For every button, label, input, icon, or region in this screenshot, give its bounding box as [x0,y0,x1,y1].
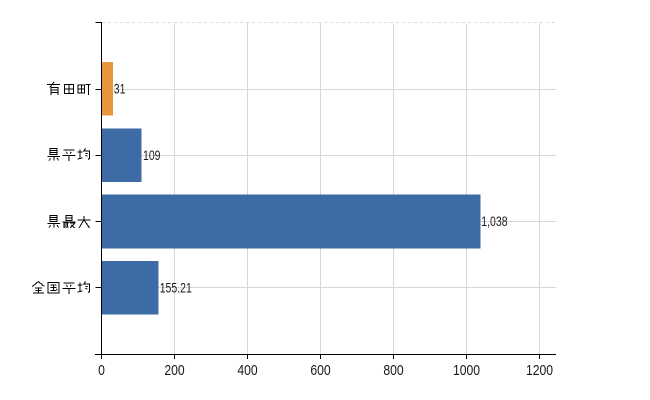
svg-text:200: 200 [164,362,185,378]
svg-text:31: 31 [114,81,126,97]
svg-text:1000: 1000 [453,362,480,378]
svg-text:155.21: 155.21 [160,280,192,296]
svg-text:800: 800 [383,362,404,378]
svg-text:0: 0 [98,362,105,378]
svg-text:1200: 1200 [526,362,553,378]
svg-text:600: 600 [310,362,331,378]
svg-text:1,038: 1,038 [481,214,507,230]
svg-text:400: 400 [237,362,258,378]
svg-text:109: 109 [143,147,161,163]
